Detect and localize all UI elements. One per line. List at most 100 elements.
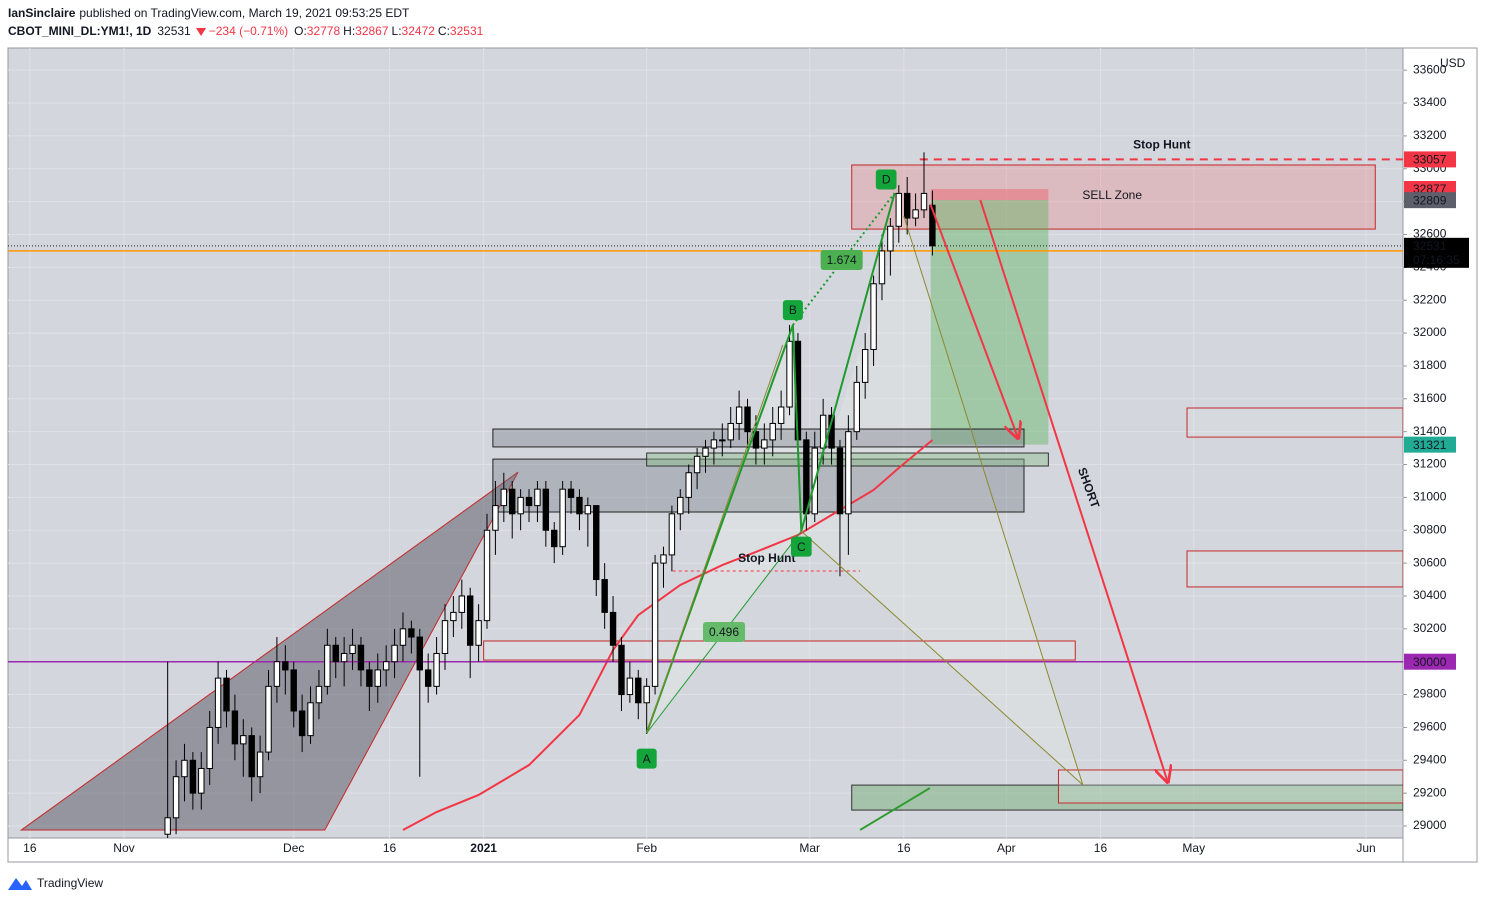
moving-average [859,787,931,831]
candle-body [483,529,491,622]
price-badge [1404,151,1456,168]
badge-text: 1.674 [827,253,857,267]
change: −234 (−0.71%) [209,24,288,38]
badge-bg [782,300,803,321]
candle-body [786,340,793,408]
candle-body [349,644,356,654]
y-tick-label: 32600 [1413,227,1447,241]
y-tick-label: 33400 [1413,95,1447,109]
pattern-shape [801,216,1083,785]
price-badge [1404,653,1456,670]
candle-body [752,431,760,449]
annotation-badge: B [782,300,803,321]
candle-body [424,669,432,687]
low-value: 32472 [402,24,436,38]
candle-body [256,751,264,778]
open-label: O: [294,24,307,38]
close-label: C: [438,24,450,38]
candle-body [651,562,659,687]
symbol: CBOT_MINI_DL:YM1!, 1D [8,24,152,38]
candle-body [735,406,743,424]
candle-body [929,204,936,247]
candle-body [601,579,608,613]
down-arrow-icon [196,28,207,36]
y-tick-label: 32000 [1413,325,1447,339]
candle-body [172,776,180,819]
zone-rect [483,640,1076,661]
candle-body [214,677,222,728]
published: published on TradingView.com, March 19, … [79,6,410,20]
candle-body [920,192,928,211]
x-tick-label: Dec [283,841,304,855]
candle-body [223,677,230,712]
candle-body [441,620,449,654]
candle-body [391,644,398,663]
pattern-line [646,344,784,734]
candle-body [710,439,718,449]
x-tick-label: 2021 [470,841,497,855]
candle-body [164,817,171,835]
candle-body [836,447,844,515]
candle-body [744,406,751,433]
y-tick-label: 30600 [1413,555,1447,569]
candle-body [240,735,247,745]
y-tick-label: 31400 [1413,424,1447,438]
candle-body [719,439,726,442]
author: IanSinclaire [8,6,76,20]
currency: USD [1440,56,1466,70]
close-value: 32531 [450,24,484,38]
axes: 29000 29200 29400 29600 29800 30000 30200 30400… [23,62,1469,855]
candle-body [912,209,919,219]
moving-average [402,439,934,831]
badge-text: D [882,173,891,187]
candle-body [853,381,860,433]
y-tick-label: 33200 [1413,128,1447,142]
annotation-text: SELL Zone [1082,188,1142,202]
candle-body [181,759,188,778]
candle-body [551,529,558,548]
candle-body [693,455,701,474]
pattern-line [800,192,896,532]
candle-body [584,505,592,515]
y-tick-label: 32200 [1413,292,1447,306]
candle-body [433,652,440,687]
annotation-badge: C [790,536,812,557]
badge-bg [636,748,657,769]
candle-body [466,595,474,646]
last-price-badge [1404,237,1469,268]
candle-body [618,644,625,696]
pattern-shape [646,325,802,734]
candle-body [819,414,827,449]
zone-rect [851,784,1403,811]
candle-body [290,669,297,712]
candle-body [500,488,508,507]
candle-body [677,496,684,515]
candle-body [509,488,516,515]
zone-rect [1057,769,1403,804]
candle-body [492,505,499,531]
candle-body [366,669,373,687]
y-tick-label: 33600 [1413,62,1447,76]
annotation-badge: D [875,169,897,190]
high-value: 32867 [355,24,389,38]
badge-bg [702,621,746,642]
candle-body [517,496,524,515]
candle-body [265,685,272,753]
countdown: 07:16:35 [1413,253,1460,267]
zone-rect [1186,407,1403,438]
last-price: 32531 [157,24,191,38]
y-tick-label: 29200 [1413,785,1447,799]
candle-body [475,620,482,646]
badge-text: C [797,540,806,554]
arrow [979,199,1167,782]
candle-body [660,554,667,564]
zone-rect [930,188,1049,201]
candle-body [777,406,785,424]
badge-bg [875,169,897,190]
y-tick-label: 30200 [1413,621,1447,635]
y-tick-label: 31600 [1413,391,1447,405]
y-tick-label: 29000 [1413,818,1447,832]
candle-body [727,422,734,441]
high-label: H: [343,24,355,38]
